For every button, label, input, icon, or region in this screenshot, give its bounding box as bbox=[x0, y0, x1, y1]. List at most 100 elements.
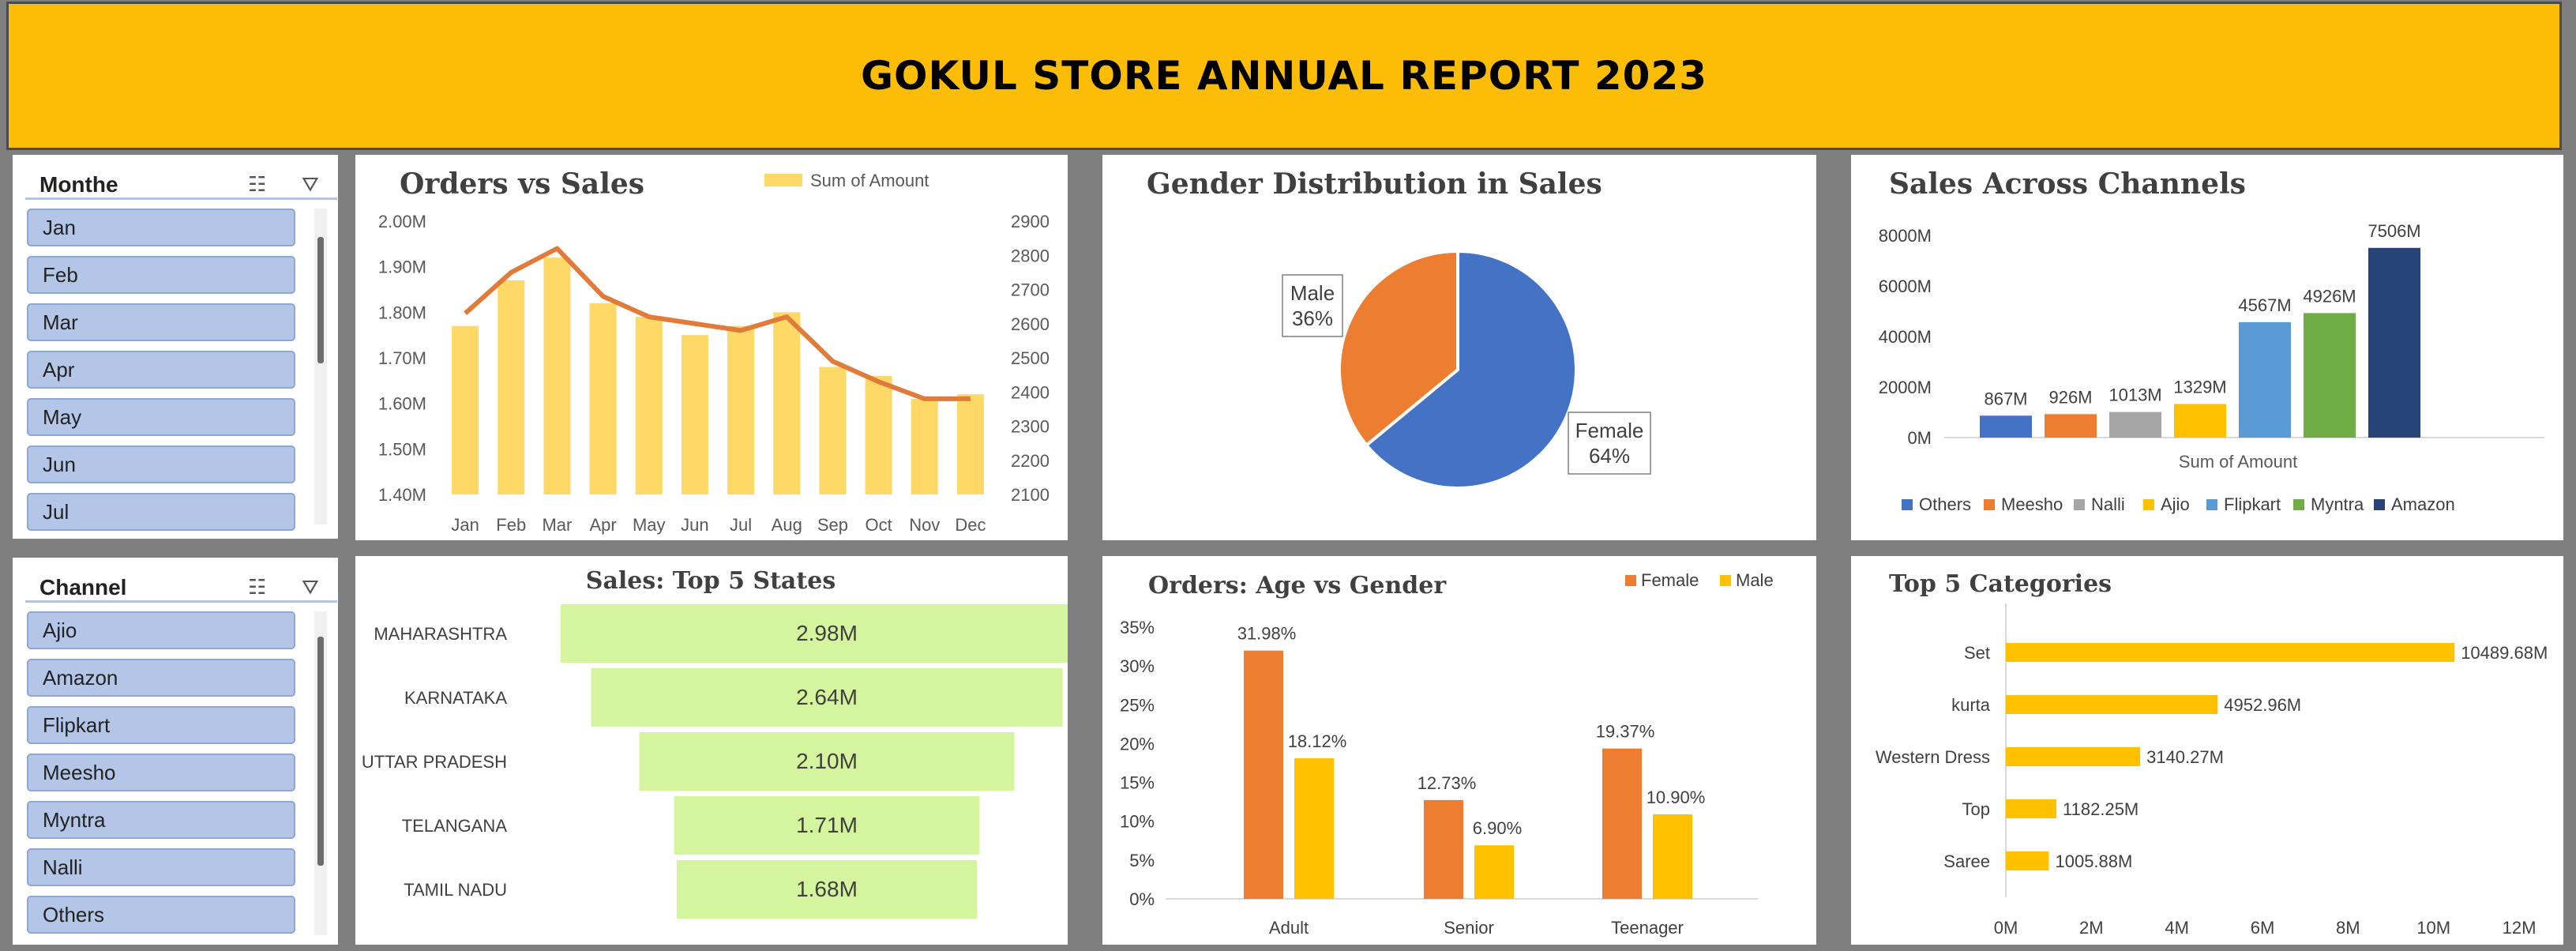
month-slicer-item-jun[interactable]: Jun bbox=[27, 445, 295, 483]
age-bar-male bbox=[1653, 814, 1692, 899]
funnel-data-label: 2.98M bbox=[796, 621, 858, 645]
legend-swatch bbox=[1902, 499, 1913, 510]
funnel-bar bbox=[674, 796, 980, 855]
pie-slice-male bbox=[1338, 249, 1459, 448]
x-tick-label: Jun bbox=[681, 515, 708, 535]
channel-slicer-item-myntra[interactable]: Myntra bbox=[27, 801, 295, 839]
top-categories-title: Top 5 Categories bbox=[1889, 570, 2112, 598]
month-scrollbar-thumb[interactable] bbox=[317, 237, 324, 363]
y-left-tick-label: 1.70M bbox=[378, 348, 426, 368]
funnel-bar bbox=[639, 732, 1015, 791]
y-right-tick-label: 2600 bbox=[1011, 314, 1050, 334]
bar-data-label: 4567M bbox=[2238, 295, 2291, 315]
pie-label-box bbox=[1282, 274, 1343, 337]
sales-channels-chart: 8000M 6000M 4000M 2000M 0M 867M 926M 1013M 1329M… bbox=[1879, 221, 2544, 514]
orders-line bbox=[464, 246, 971, 401]
channel-bar-amazon bbox=[2368, 247, 2420, 438]
x-tick-label: 4M bbox=[2165, 918, 2189, 938]
state-label: MAHARASHTRA bbox=[374, 624, 507, 644]
channel-slicer[interactable]: Channel ☷ ⛛ Ajio Amazon Flipkart Meesho Mynt… bbox=[13, 558, 338, 945]
bar-data-label: 1013M bbox=[2108, 385, 2161, 405]
multi-select-icon[interactable]: ☷ bbox=[248, 172, 267, 196]
month-slicer-item-jan[interactable]: Jan bbox=[27, 209, 295, 246]
sales-channels-title: Sales Across Channels bbox=[1889, 167, 2246, 201]
x-tick-label: 10M bbox=[2416, 918, 2450, 938]
y-tick-label: 8000M bbox=[1879, 226, 1932, 246]
category-bar bbox=[2006, 851, 2049, 870]
gender-distribution-title: Gender Distribution in Sales bbox=[1147, 167, 1602, 201]
channel-slicer-item-ajio[interactable]: Ajio bbox=[27, 611, 295, 649]
month-slicer[interactable]: Monthe ☷ ⛛ Jan Feb Mar Apr May Jun Jul bbox=[13, 155, 338, 539]
x-tick-label: 2M bbox=[2079, 918, 2104, 938]
y-tick-label: 4000M bbox=[1879, 327, 1932, 347]
channel-bar-ajio bbox=[2174, 404, 2226, 438]
pie-label-name: Female bbox=[1575, 419, 1644, 442]
clear-filter-icon[interactable]: ⛛ bbox=[302, 172, 319, 196]
sales-channels-panel: Sales Across Channels 8000M 6000M 4000M 200… bbox=[1851, 155, 2563, 540]
y-tick-label: 10% bbox=[1120, 812, 1155, 832]
channel-slicer-title: Channel bbox=[39, 575, 127, 600]
age-bar-male bbox=[1294, 757, 1334, 899]
age-vs-gender-title: Orders: Age vs Gender bbox=[1148, 572, 1447, 600]
bar-data-label: 19.37% bbox=[1596, 722, 1655, 742]
category-label: Set bbox=[1964, 643, 1990, 663]
sales-bar bbox=[543, 257, 571, 494]
legend-label: Flipkart bbox=[2224, 494, 2281, 514]
y-tick-label: 30% bbox=[1120, 656, 1155, 676]
category-label: Western Dress bbox=[1876, 747, 1990, 767]
legend-label: Amazon bbox=[2391, 494, 2455, 514]
state-label: TELANGANA bbox=[402, 816, 508, 836]
legend-label: Nalli bbox=[2091, 494, 2125, 514]
y-left-tick-label: 1.50M bbox=[378, 439, 426, 459]
channel-slicer-item-meesho[interactable]: Meesho bbox=[27, 754, 295, 791]
bar-data-label: 4952.96M bbox=[2224, 695, 2301, 715]
bar-data-label: 12.73% bbox=[1418, 773, 1477, 793]
channel-slicer-item-nalli[interactable]: Nalli bbox=[27, 848, 295, 886]
y-tick-label: 6000M bbox=[1879, 276, 1932, 296]
sales-bar bbox=[773, 312, 801, 494]
sales-bar bbox=[819, 366, 847, 494]
channel-slicer-item-amazon[interactable]: Amazon bbox=[27, 659, 295, 697]
age-vs-gender-chart: 35% 30% 25% 20% 15% 10% 5% 0% 31.98% 18.12% Adult 1… bbox=[1120, 570, 1774, 938]
channel-slicer-item-others[interactable]: Others bbox=[27, 896, 295, 934]
pie-label-value: 64% bbox=[1589, 444, 1630, 468]
category-label: kurta bbox=[1951, 695, 1991, 715]
month-slicer-item-may[interactable]: May bbox=[27, 398, 295, 436]
funnel-bar bbox=[561, 604, 1068, 663]
category-bar bbox=[2006, 799, 2057, 818]
age-bar-male bbox=[1474, 845, 1514, 899]
y-left-tick-label: 1.40M bbox=[378, 485, 426, 505]
month-slicer-item-feb[interactable]: Feb bbox=[27, 256, 295, 294]
y-right-tick-label: 2700 bbox=[1011, 280, 1050, 300]
month-slicer-item-mar[interactable]: Mar bbox=[27, 303, 295, 341]
legend-label: Ajio bbox=[2161, 494, 2190, 514]
legend-label: Others bbox=[1919, 494, 1971, 514]
y-tick-label: 0% bbox=[1129, 889, 1155, 909]
top-states-chart: 2.98M MAHARASHTRA 2.64M KARNATAKA 2.10M UTTAR… bbox=[362, 604, 1068, 919]
legend-label: Sum of Amount bbox=[810, 171, 929, 190]
funnel-bar bbox=[677, 860, 977, 919]
clear-filter-icon[interactable]: ⛛ bbox=[302, 575, 319, 599]
legend-label: Female bbox=[1641, 570, 1699, 590]
channel-slicer-item-flipkart[interactable]: Flipkart bbox=[27, 706, 295, 744]
sales-bar bbox=[589, 303, 617, 494]
legend-swatch bbox=[764, 174, 802, 186]
y-tick-label: 25% bbox=[1120, 695, 1155, 715]
bar-data-label: 10.90% bbox=[1647, 787, 1706, 807]
gender-distribution-panel: Gender Distribution in Sales Female 64% Ma… bbox=[1102, 155, 1816, 540]
age-bar-female bbox=[1602, 748, 1642, 899]
multi-select-icon[interactable]: ☷ bbox=[248, 575, 267, 599]
legend-swatch bbox=[2374, 499, 2385, 510]
sales-bar bbox=[452, 325, 479, 494]
channel-bar-flipkart bbox=[2239, 321, 2291, 438]
x-tick-label: Apr bbox=[589, 515, 616, 535]
legend-swatch bbox=[2143, 499, 2154, 510]
x-tick-label: Adult bbox=[1269, 918, 1309, 938]
month-slicer-item-apr[interactable]: Apr bbox=[27, 351, 295, 389]
x-tick-label: Teenager bbox=[1611, 918, 1684, 938]
bar-data-label: 3140.27M bbox=[2146, 747, 2224, 767]
month-slicer-item-jul[interactable]: Jul bbox=[27, 493, 295, 531]
channel-scrollbar-thumb[interactable] bbox=[317, 637, 324, 866]
sales-bar bbox=[498, 280, 525, 494]
sales-bar bbox=[865, 376, 892, 494]
